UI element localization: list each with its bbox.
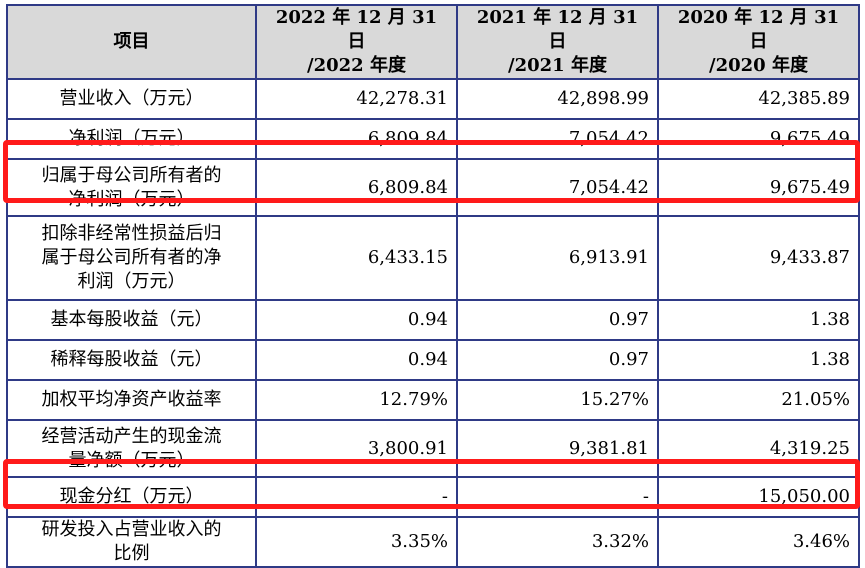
header-row: 项目 2022 年 12 月 31 日 /2022 年度 2021 年 12 月…: [6, 4, 860, 80]
row-label: 归属于母公司所有者的 净利润（万元）: [6, 158, 257, 217]
table-row: 基本每股收益（元） 0.94 0.97 1.38: [6, 299, 860, 341]
row-value: 0.94: [255, 339, 458, 381]
row-value: 1.38: [657, 339, 860, 381]
row-value: 9,433.87: [657, 215, 860, 301]
header-2020: 2020 年 12 月 31 日 /2020 年度: [657, 4, 860, 80]
table-row: 现金分红（万元） - -15,050.00: [6, 476, 860, 518]
row-label: 现金分红（万元）: [6, 476, 257, 518]
table-row: 稀释每股收益（元） 0.94 0.97 1.38: [6, 339, 860, 381]
row-value: 0.94: [255, 299, 458, 341]
row-label: 经营活动产生的现金流 量净额（万元）: [6, 419, 257, 478]
table-row: 经营活动产生的现金流 量净额（万元） 3,800.91 9,381.81 4,319.…: [6, 419, 860, 478]
row-label: 加权平均净资产收益率: [6, 379, 257, 421]
financial-table: 项目 2022 年 12 月 31 日 /2022 年度 2021 年 12 月…: [6, 4, 860, 568]
row-value: 15,050.00: [657, 476, 860, 518]
row-value: 21.05%: [657, 379, 860, 421]
row-value: 42,898.99: [456, 78, 659, 120]
row-value: 15.27%: [456, 379, 659, 421]
row-value: 6,809.84: [255, 158, 458, 217]
row-value: 7,054.42: [456, 158, 659, 217]
row-value: 42,278.31: [255, 78, 458, 120]
row-value: 6,433.15: [255, 215, 458, 301]
header-item: 项目: [6, 4, 257, 80]
row-value: 42,385.89: [657, 78, 860, 120]
row-label: 基本每股收益（元）: [6, 299, 257, 341]
row-value: 3.46%: [657, 516, 860, 568]
row-value: 1.38: [657, 299, 860, 341]
table-row: 归属于母公司所有者的 净利润（万元） 6,809.84 7,054.42 9,675.…: [6, 158, 860, 217]
header-2021: 2021 年 12 月 31 日 /2021 年度: [456, 4, 659, 80]
row-value: 3.32%: [456, 516, 659, 568]
row-value: -: [456, 476, 659, 518]
table-row: 扣除非经常性损益后归 属于母公司所有者的净 利润（万元） 6,433.15 6,91…: [6, 215, 860, 301]
table-row: 营业收入（万元） 42,278.31 42,898.99 42,385.89: [6, 78, 860, 120]
table-row: 净利润（万元） 6,809.84 7,054.42 9,675.49: [6, 118, 860, 160]
table-row: 加权平均净资产收益率 12.79% 15.27% 21.05%: [6, 379, 860, 421]
row-value: 3.35%: [255, 516, 458, 568]
row-label: 研发投入占营业收入的 比例: [6, 516, 257, 568]
row-value: 3,800.91: [255, 419, 458, 478]
header-2022: 2022 年 12 月 31 日 /2022 年度: [255, 4, 458, 80]
row-value: 9,381.81: [456, 419, 659, 478]
row-label: 营业收入（万元）: [6, 78, 257, 120]
highlight-net-profit-attributable: [3, 140, 860, 203]
row-value: 6,913.91: [456, 215, 659, 301]
row-label: 扣除非经常性损益后归 属于母公司所有者的净 利润（万元）: [6, 215, 257, 301]
highlight-cash-dividend: [3, 459, 860, 509]
row-value: 12.79%: [255, 379, 458, 421]
row-value: 0.97: [456, 299, 659, 341]
table-row: 研发投入占营业收入的 比例 3.35% 3.32% 3.46%: [6, 516, 860, 568]
row-label: 稀释每股收益（元）: [6, 339, 257, 381]
row-value: 4,319.25: [657, 419, 860, 478]
row-value: 0.97: [456, 339, 659, 381]
row-value: -: [255, 476, 458, 518]
row-value: 9,675.49: [657, 158, 860, 217]
